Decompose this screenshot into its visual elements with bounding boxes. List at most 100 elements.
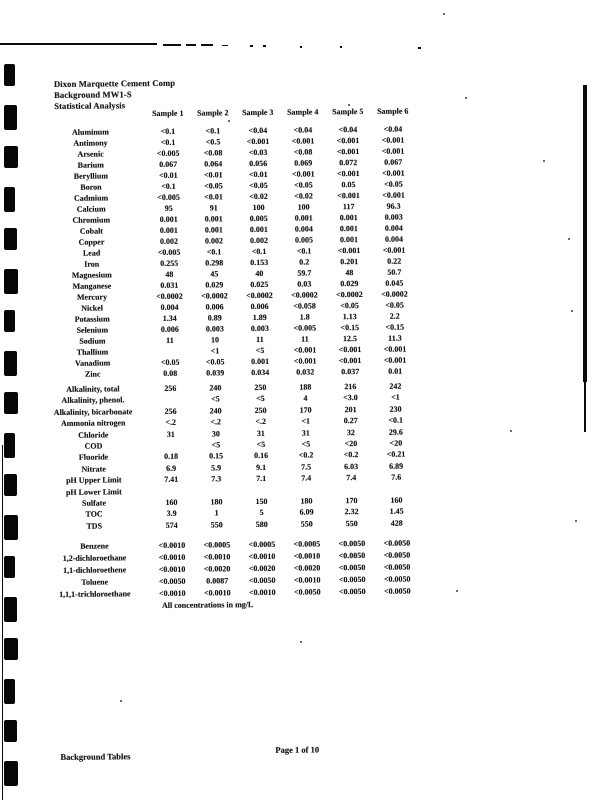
- value-cell: <0.0002: [291, 290, 318, 300]
- table-row: Zinc 0.08 0.039 0.034 0.032 0.037 0.01: [38, 365, 424, 380]
- value-cell: <0.005: [157, 192, 180, 202]
- value-cell: 250: [254, 382, 267, 393]
- value-cell: <5: [255, 345, 265, 356]
- value-cell: 11: [166, 335, 174, 345]
- value-cell: 230: [389, 404, 402, 414]
- value-cell: <0.15: [340, 323, 360, 333]
- binder-hole-mark: [4, 720, 17, 742]
- value-cell: 0.001: [159, 214, 178, 224]
- value-cell: <0.001: [293, 356, 317, 366]
- value-cell: <.2: [255, 417, 267, 427]
- value-cell: 0.037: [341, 367, 360, 377]
- value-cell: 50.7: [387, 267, 402, 277]
- value-cell: 580: [255, 519, 268, 529]
- value-cell: <0.001: [383, 344, 407, 354]
- value-cell: 91: [209, 203, 218, 213]
- value-cell: 48: [345, 268, 354, 278]
- value-cell: <0.001: [336, 147, 360, 157]
- value-cell: <0.005: [293, 323, 317, 333]
- value-cell: <3.0: [343, 393, 358, 403]
- page-number: Page 1 of 10: [275, 744, 320, 755]
- top-rule-dot: [340, 46, 342, 48]
- value-cell: 0.069: [294, 158, 313, 168]
- value-cell: 242: [389, 381, 402, 391]
- value-cell: <0.0050: [338, 575, 366, 585]
- footer-left-text: Background Tables: [60, 751, 131, 762]
- value-cell: 0.002: [159, 236, 179, 246]
- value-cell: 0.006: [250, 301, 269, 312]
- value-cell: 0.001: [204, 225, 223, 235]
- top-rule-dash: [222, 45, 228, 46]
- units-footnote: All concentrations in mg/L: [161, 600, 254, 611]
- value-cell: <0.05: [340, 301, 359, 311]
- value-cell: 1.45: [389, 506, 404, 517]
- value-cell: 0.002: [249, 235, 269, 246]
- data-table: Sample 1 Sample 2 Sample 3 Sample 4 Sample 5…: [35, 104, 426, 611]
- top-rule-dash: [163, 44, 181, 46]
- value-cell: 31: [166, 429, 175, 439]
- value-cell: <20: [344, 439, 358, 449]
- value-cell: 0.001: [339, 235, 359, 245]
- column-header-sample-6: Sample 6: [377, 106, 409, 116]
- value-cell: <0.001: [381, 135, 405, 145]
- value-cell: <0.001: [382, 245, 406, 255]
- table-section-general-chemistry: Alkalinity, total 256 240 250 188 216 242 Alkal…: [38, 380, 425, 532]
- value-cell: 11: [301, 334, 309, 344]
- value-cell: 100: [252, 202, 265, 213]
- value-cell: <0.1: [160, 137, 176, 147]
- top-rule-dot: [263, 45, 266, 47]
- value-cell: 2.32: [344, 507, 359, 517]
- value-cell: 216: [344, 382, 357, 392]
- value-cell: [148, 440, 193, 452]
- value-cell: 0.045: [385, 278, 404, 288]
- value-cell: <0.1: [205, 126, 221, 136]
- value-cell: 7.3: [211, 474, 222, 484]
- value-cell: <0.0050: [383, 562, 411, 572]
- value-cell: <0.0010: [204, 588, 231, 598]
- value-cell: 0.056: [249, 158, 268, 169]
- value-cell: 0.001: [339, 224, 358, 234]
- value-cell: <0.005: [156, 148, 180, 158]
- value-cell: <0.001: [292, 169, 315, 179]
- table-section-organics: Benzene <0.0010 <0.0005 <0.0005 <0.0005 <0.00…: [39, 537, 426, 601]
- value-cell: 0.2: [299, 257, 310, 267]
- value-cell: 96.3: [386, 201, 401, 211]
- value-cell: 29.6: [388, 427, 403, 437]
- top-rule-dash: [186, 44, 196, 46]
- value-cell: 7.6: [391, 472, 402, 482]
- value-cell: <0.0050: [339, 587, 366, 597]
- value-cell: <0.0002: [201, 291, 228, 301]
- value-cell: <0.001: [336, 136, 360, 146]
- value-cell: 12.5: [342, 334, 357, 344]
- value-cell: 0.002: [204, 236, 224, 246]
- value-cell: <0.05: [385, 300, 404, 310]
- value-cell: 30: [211, 428, 220, 439]
- value-cell: <0.04: [338, 125, 358, 135]
- scan-noise-dot: [456, 590, 458, 592]
- value-cell: 0.0087: [206, 576, 229, 586]
- value-cell: 0.003: [384, 212, 403, 222]
- value-cell: 0.005: [294, 235, 314, 245]
- value-cell: <0.0010: [293, 575, 321, 585]
- value-cell: 0.032: [296, 367, 315, 377]
- value-cell: [239, 484, 284, 496]
- value-cell: 9.1: [256, 462, 267, 472]
- value-cell: <5: [256, 394, 265, 404]
- value-cell: <0.04: [383, 124, 403, 134]
- value-cell: 1.34: [162, 313, 177, 323]
- value-cell: 188: [299, 382, 312, 392]
- value-cell: 0.01: [388, 366, 403, 376]
- value-cell: <0.0050: [383, 574, 411, 584]
- value-cell: <0.1: [251, 246, 267, 257]
- value-cell: 40: [255, 268, 264, 279]
- value-cell: 7.4: [346, 473, 357, 483]
- value-cell: 170: [299, 405, 312, 415]
- value-cell: 10: [210, 335, 219, 345]
- value-cell: 0.201: [340, 257, 359, 267]
- value-cell: 11.3: [388, 333, 402, 343]
- value-cell: 0.153: [250, 257, 269, 268]
- row-label: Zinc: [84, 369, 101, 379]
- value-cell: 7.41: [164, 474, 179, 485]
- column-header-sample-3: Sample 3: [242, 107, 274, 118]
